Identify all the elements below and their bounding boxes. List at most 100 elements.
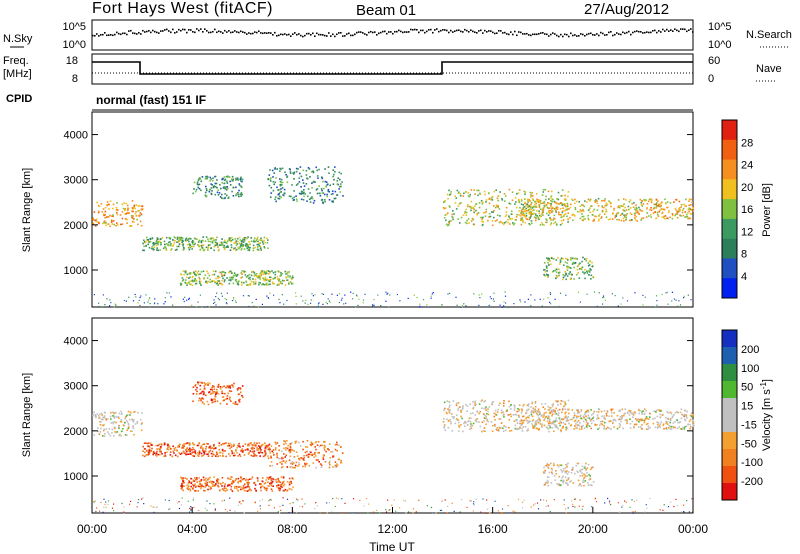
data-point xyxy=(580,415,582,418)
data-point xyxy=(568,266,571,269)
data-point xyxy=(273,454,275,456)
data-point xyxy=(102,418,104,421)
data-point xyxy=(282,476,285,478)
data-point xyxy=(557,202,559,205)
data-point xyxy=(222,399,225,402)
data-point xyxy=(199,278,201,280)
data-point xyxy=(565,213,567,215)
data-point xyxy=(542,189,545,191)
data-point xyxy=(152,248,154,250)
data-point xyxy=(549,420,551,423)
data-point xyxy=(620,219,623,222)
data-point xyxy=(294,440,297,443)
data-point xyxy=(637,418,639,420)
data-point xyxy=(224,297,226,300)
data-point xyxy=(202,249,205,252)
data-point xyxy=(194,278,196,280)
data-point xyxy=(430,506,433,509)
data-point xyxy=(125,415,127,418)
data-point xyxy=(451,413,453,415)
noise-point xyxy=(574,34,576,36)
data-point xyxy=(303,459,305,461)
data-point xyxy=(241,385,244,387)
data-point xyxy=(222,392,225,395)
data-point xyxy=(642,203,645,205)
data-point xyxy=(484,400,487,402)
data-point xyxy=(551,469,553,471)
data-point xyxy=(273,306,275,308)
data-point xyxy=(219,454,221,457)
data-point xyxy=(596,305,598,307)
data-point xyxy=(680,215,682,217)
data-point xyxy=(207,280,210,283)
data-point xyxy=(639,425,642,428)
data-point xyxy=(337,458,340,461)
data-point xyxy=(603,206,605,209)
noise-point xyxy=(530,34,532,37)
data-point xyxy=(635,215,637,218)
data-point xyxy=(107,215,110,218)
data-point xyxy=(293,199,295,201)
data-point xyxy=(284,270,287,273)
colorbar-tick-label: 16 xyxy=(741,204,753,216)
data-point xyxy=(548,419,551,421)
data-point xyxy=(176,238,179,240)
data-point xyxy=(626,412,629,414)
data-point xyxy=(583,205,586,208)
data-point xyxy=(576,421,579,424)
data-point xyxy=(187,453,190,455)
data-point xyxy=(245,276,248,278)
data-point xyxy=(259,447,262,450)
data-point xyxy=(444,200,446,202)
data-point xyxy=(269,476,272,478)
data-point xyxy=(535,412,538,414)
data-point xyxy=(267,239,269,241)
data-point xyxy=(209,393,212,395)
data-point xyxy=(197,454,199,456)
noise-point xyxy=(234,30,236,32)
data-point xyxy=(143,249,146,252)
data-point xyxy=(253,454,255,457)
data-point xyxy=(598,427,601,429)
data-point xyxy=(310,451,312,454)
data-point xyxy=(199,248,202,251)
data-point xyxy=(260,273,262,276)
data-point xyxy=(269,271,272,273)
data-point xyxy=(246,448,249,451)
data-point xyxy=(310,171,313,173)
data-point xyxy=(253,272,256,274)
data-point xyxy=(604,204,606,207)
data-point xyxy=(564,471,567,474)
data-point xyxy=(594,201,597,203)
data-point xyxy=(234,487,236,489)
data-point xyxy=(553,217,555,220)
data-point xyxy=(281,486,283,488)
data-point xyxy=(562,264,565,266)
data-point xyxy=(271,281,274,284)
data-point xyxy=(683,295,685,297)
data-point xyxy=(546,479,549,482)
data-point xyxy=(523,212,525,215)
data-point xyxy=(674,207,677,210)
noise-point xyxy=(160,30,162,32)
data-point xyxy=(200,392,202,394)
data-point xyxy=(608,427,611,430)
noise-point xyxy=(546,33,548,36)
data-point xyxy=(98,416,101,419)
data-point xyxy=(555,207,557,210)
data-point xyxy=(552,413,554,416)
data-point xyxy=(645,216,648,218)
data-point xyxy=(634,217,636,219)
data-point xyxy=(262,283,264,285)
data-point xyxy=(456,304,458,306)
data-point xyxy=(255,444,257,446)
data-point xyxy=(149,442,152,444)
noise-point xyxy=(686,30,688,33)
data-point xyxy=(676,419,678,421)
data-point xyxy=(233,402,236,405)
data-point xyxy=(605,427,608,430)
data-point xyxy=(551,427,554,429)
data-point xyxy=(555,209,557,212)
data-point xyxy=(329,184,331,187)
data-point xyxy=(686,417,688,419)
